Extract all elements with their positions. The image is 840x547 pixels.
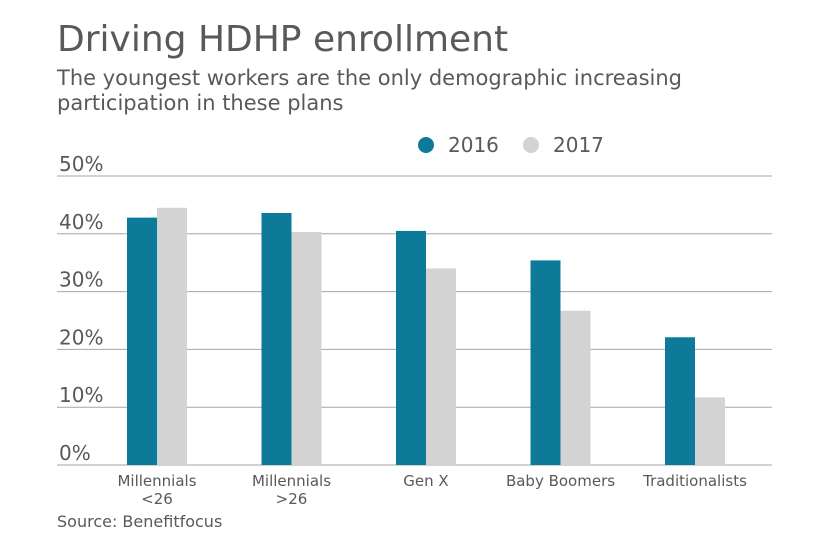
x-tick-label-3-0: Baby Boomers xyxy=(506,472,615,490)
legend: 2016 2017 xyxy=(418,133,604,157)
y-tick-label-0: 0% xyxy=(59,441,91,465)
bars xyxy=(127,207,725,466)
y-axis-tick-labels: 0% 10% 20% 30% 40% 50% xyxy=(59,152,103,465)
bar-2017-0 xyxy=(157,207,187,466)
x-tick-label-1-1: >26 xyxy=(276,490,308,508)
x-tick-label-4-0: Traditionalists xyxy=(642,472,747,490)
bar-2016-3 xyxy=(530,260,561,465)
bar-2016-4 xyxy=(665,337,695,465)
chart-subtitle: The youngest workers are the only demogr… xyxy=(57,66,682,115)
bar-2017-1 xyxy=(291,232,322,465)
legend-label-2017: 2017 xyxy=(553,133,604,157)
y-tick-label-20: 20% xyxy=(59,325,103,349)
legend-marker-2016 xyxy=(418,137,434,153)
bar-2016-1 xyxy=(261,212,292,465)
y-tick-label-30: 30% xyxy=(59,268,103,292)
bar-2016-0 xyxy=(127,217,157,465)
bar-2017-4 xyxy=(695,397,725,465)
bar-2017-3 xyxy=(560,310,591,465)
x-tick-label-1-0: Millennials xyxy=(252,472,331,490)
x-tick-label-0-0: Millennials xyxy=(117,472,196,490)
x-tick-label-0-1: <26 xyxy=(141,490,173,508)
legend-marker-2017 xyxy=(523,137,539,153)
y-tick-label-10: 10% xyxy=(59,383,103,407)
bar-2016-2 xyxy=(396,230,426,465)
y-tick-label-40: 40% xyxy=(59,210,103,234)
bar-2017-2 xyxy=(426,268,456,465)
source-note: Source: Benefitfocus xyxy=(57,512,223,531)
chart-title: Driving HDHP enrollment xyxy=(57,19,509,60)
x-tick-label-2-0: Gen X xyxy=(403,472,448,490)
y-tick-label-50: 50% xyxy=(59,152,103,176)
legend-label-2016: 2016 xyxy=(448,133,499,157)
